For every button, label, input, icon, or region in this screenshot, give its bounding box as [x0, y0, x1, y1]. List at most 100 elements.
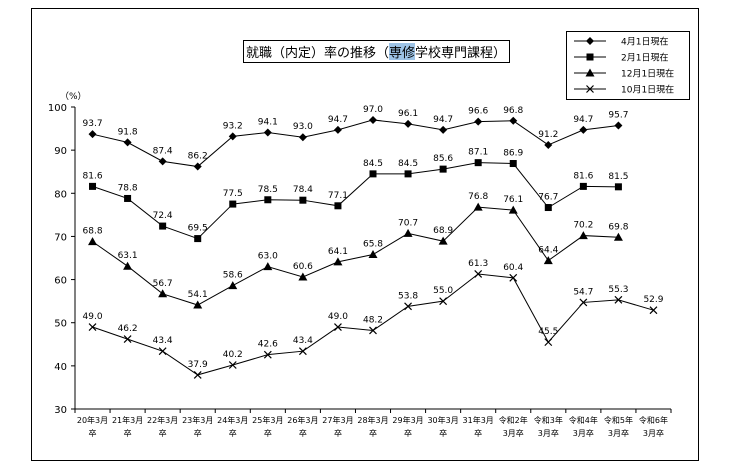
data-label: 70.7 [398, 218, 418, 228]
data-label: 87.4 [153, 146, 173, 156]
y-tick-label: 50 [54, 319, 67, 330]
x-tick-label-line2: 卒 [439, 428, 447, 438]
data-point [193, 162, 202, 171]
data-point [158, 347, 167, 356]
y-tick-label: 40 [54, 362, 67, 373]
series-square: 81.6 78.8 72.4 69.5 77.5 78.5 78.4 77.1 84.5 84.5… [83, 148, 628, 243]
data-point [438, 236, 448, 245]
data-label: 37.9 [188, 360, 208, 370]
x-tick-label-line2: 卒 [89, 428, 97, 438]
data-point [614, 183, 622, 191]
data-point [159, 222, 167, 230]
series-diamond: 93.7 91.8 87.4 86.2 93.2 94.1 93.0 94.7 97.0 96.1… [83, 105, 628, 171]
y-tick-label: 60 [54, 276, 67, 287]
x-tick-label-line1: 令和3年 [534, 415, 563, 425]
legend-label: 4月1日現在 [621, 36, 668, 48]
data-label: 81.6 [83, 171, 103, 181]
data-point [509, 160, 517, 168]
data-label: 84.5 [363, 159, 383, 169]
data-label: 43.4 [293, 336, 313, 346]
data-point [333, 257, 343, 266]
data-label: 56.7 [153, 279, 173, 289]
legend: 4月1日現在 2月1日現在 12月1日現在 10月1日現在 [566, 31, 690, 100]
data-point [368, 250, 378, 259]
legend-entry: 4月1日現在 [574, 36, 668, 48]
data-label: 97.0 [363, 105, 383, 115]
x-tick-label-line2: 卒 [474, 428, 482, 438]
data-point [263, 128, 272, 137]
y-tick-label: 70 [54, 232, 67, 243]
data-point [439, 165, 447, 173]
y-tick-label: 80 [54, 189, 67, 200]
data-label: 54.1 [188, 290, 208, 300]
x-tick-label-line1: 令和4年 [569, 415, 598, 425]
data-label: 60.6 [293, 262, 313, 272]
data-label: 48.2 [363, 315, 383, 325]
data-point [403, 228, 413, 237]
x-tick-label-line1: 25年3月 [252, 415, 283, 425]
x-tick-label-line2: 卒 [124, 428, 132, 438]
x-tick-label-line1: 27年3月 [322, 415, 353, 425]
data-label: 49.0 [83, 312, 103, 322]
data-label: 43.4 [153, 336, 173, 346]
data-point [158, 157, 167, 166]
legend-marker [586, 85, 594, 93]
data-point [228, 281, 238, 290]
data-point [649, 306, 658, 315]
x-tick-label-line1: 24年3月 [217, 415, 248, 425]
data-point [298, 272, 308, 281]
data-label: 96.8 [503, 106, 523, 116]
data-label: 94.1 [258, 117, 278, 127]
chart-title: 就職（内定）率の推移（専修学校専門課程） [243, 40, 510, 63]
x-tick-label-line2: 卒 [229, 428, 237, 438]
data-point [543, 256, 553, 265]
data-label: 76.1 [503, 195, 523, 205]
legend-marker [586, 53, 594, 61]
data-label: 91.8 [118, 127, 138, 137]
x-tick-label-line1: 令和2年 [499, 415, 528, 425]
series-x: 49.0 46.2 43.4 37.9 40.2 42.6 43.4 49.0 48.2 53.8… [83, 259, 664, 379]
data-point [474, 159, 482, 167]
data-label: 93.0 [293, 122, 313, 132]
y-axis-unit-label: （%） [60, 91, 87, 102]
data-point [194, 235, 202, 243]
data-label: 81.5 [608, 172, 628, 182]
data-label: 77.5 [223, 189, 243, 199]
data-point [124, 194, 132, 202]
data-label: 85.6 [433, 154, 453, 164]
data-point [88, 323, 97, 331]
title-highlight [388, 43, 416, 60]
x-tick-label-line2: 卒 [369, 428, 377, 438]
data-point [123, 138, 132, 147]
data-point [369, 115, 377, 124]
title-box [243, 40, 510, 63]
data-point [298, 133, 307, 142]
legend-entry: 12月1日現在 [574, 68, 674, 80]
data-label: 68.8 [83, 227, 103, 237]
data-point [299, 196, 307, 204]
data-point [439, 125, 448, 134]
x-tick-label-line1: 22年3月 [147, 415, 178, 425]
plot-area: 93.7 91.8 87.4 86.2 93.2 94.1 93.0 94.7 97.0 96.1… [83, 105, 664, 379]
data-point [508, 205, 518, 214]
data-label: 96.1 [398, 109, 418, 119]
data-point [334, 323, 342, 331]
data-label: 78.5 [258, 185, 278, 195]
x-tick-label-line2: 3月卒 [503, 428, 524, 438]
x-tick-label-line1: 23年3月 [182, 415, 213, 425]
data-point [193, 300, 203, 309]
data-label: 95.7 [608, 111, 628, 121]
data-point [544, 140, 553, 149]
x-tick-label-line1: 20年3月 [77, 415, 108, 425]
data-label: 93.2 [223, 121, 243, 131]
data-label: 55.0 [433, 286, 453, 296]
y-tick-label: 30 [54, 405, 67, 416]
data-point [369, 170, 377, 178]
y-tick-label: 100 [48, 103, 67, 114]
data-label: 86.9 [503, 149, 523, 159]
data-label: 93.7 [83, 119, 103, 129]
data-point [158, 289, 168, 298]
data-point [228, 132, 237, 141]
data-label: 61.3 [468, 259, 488, 269]
x-tick-label-line2: 3月卒 [608, 428, 629, 438]
